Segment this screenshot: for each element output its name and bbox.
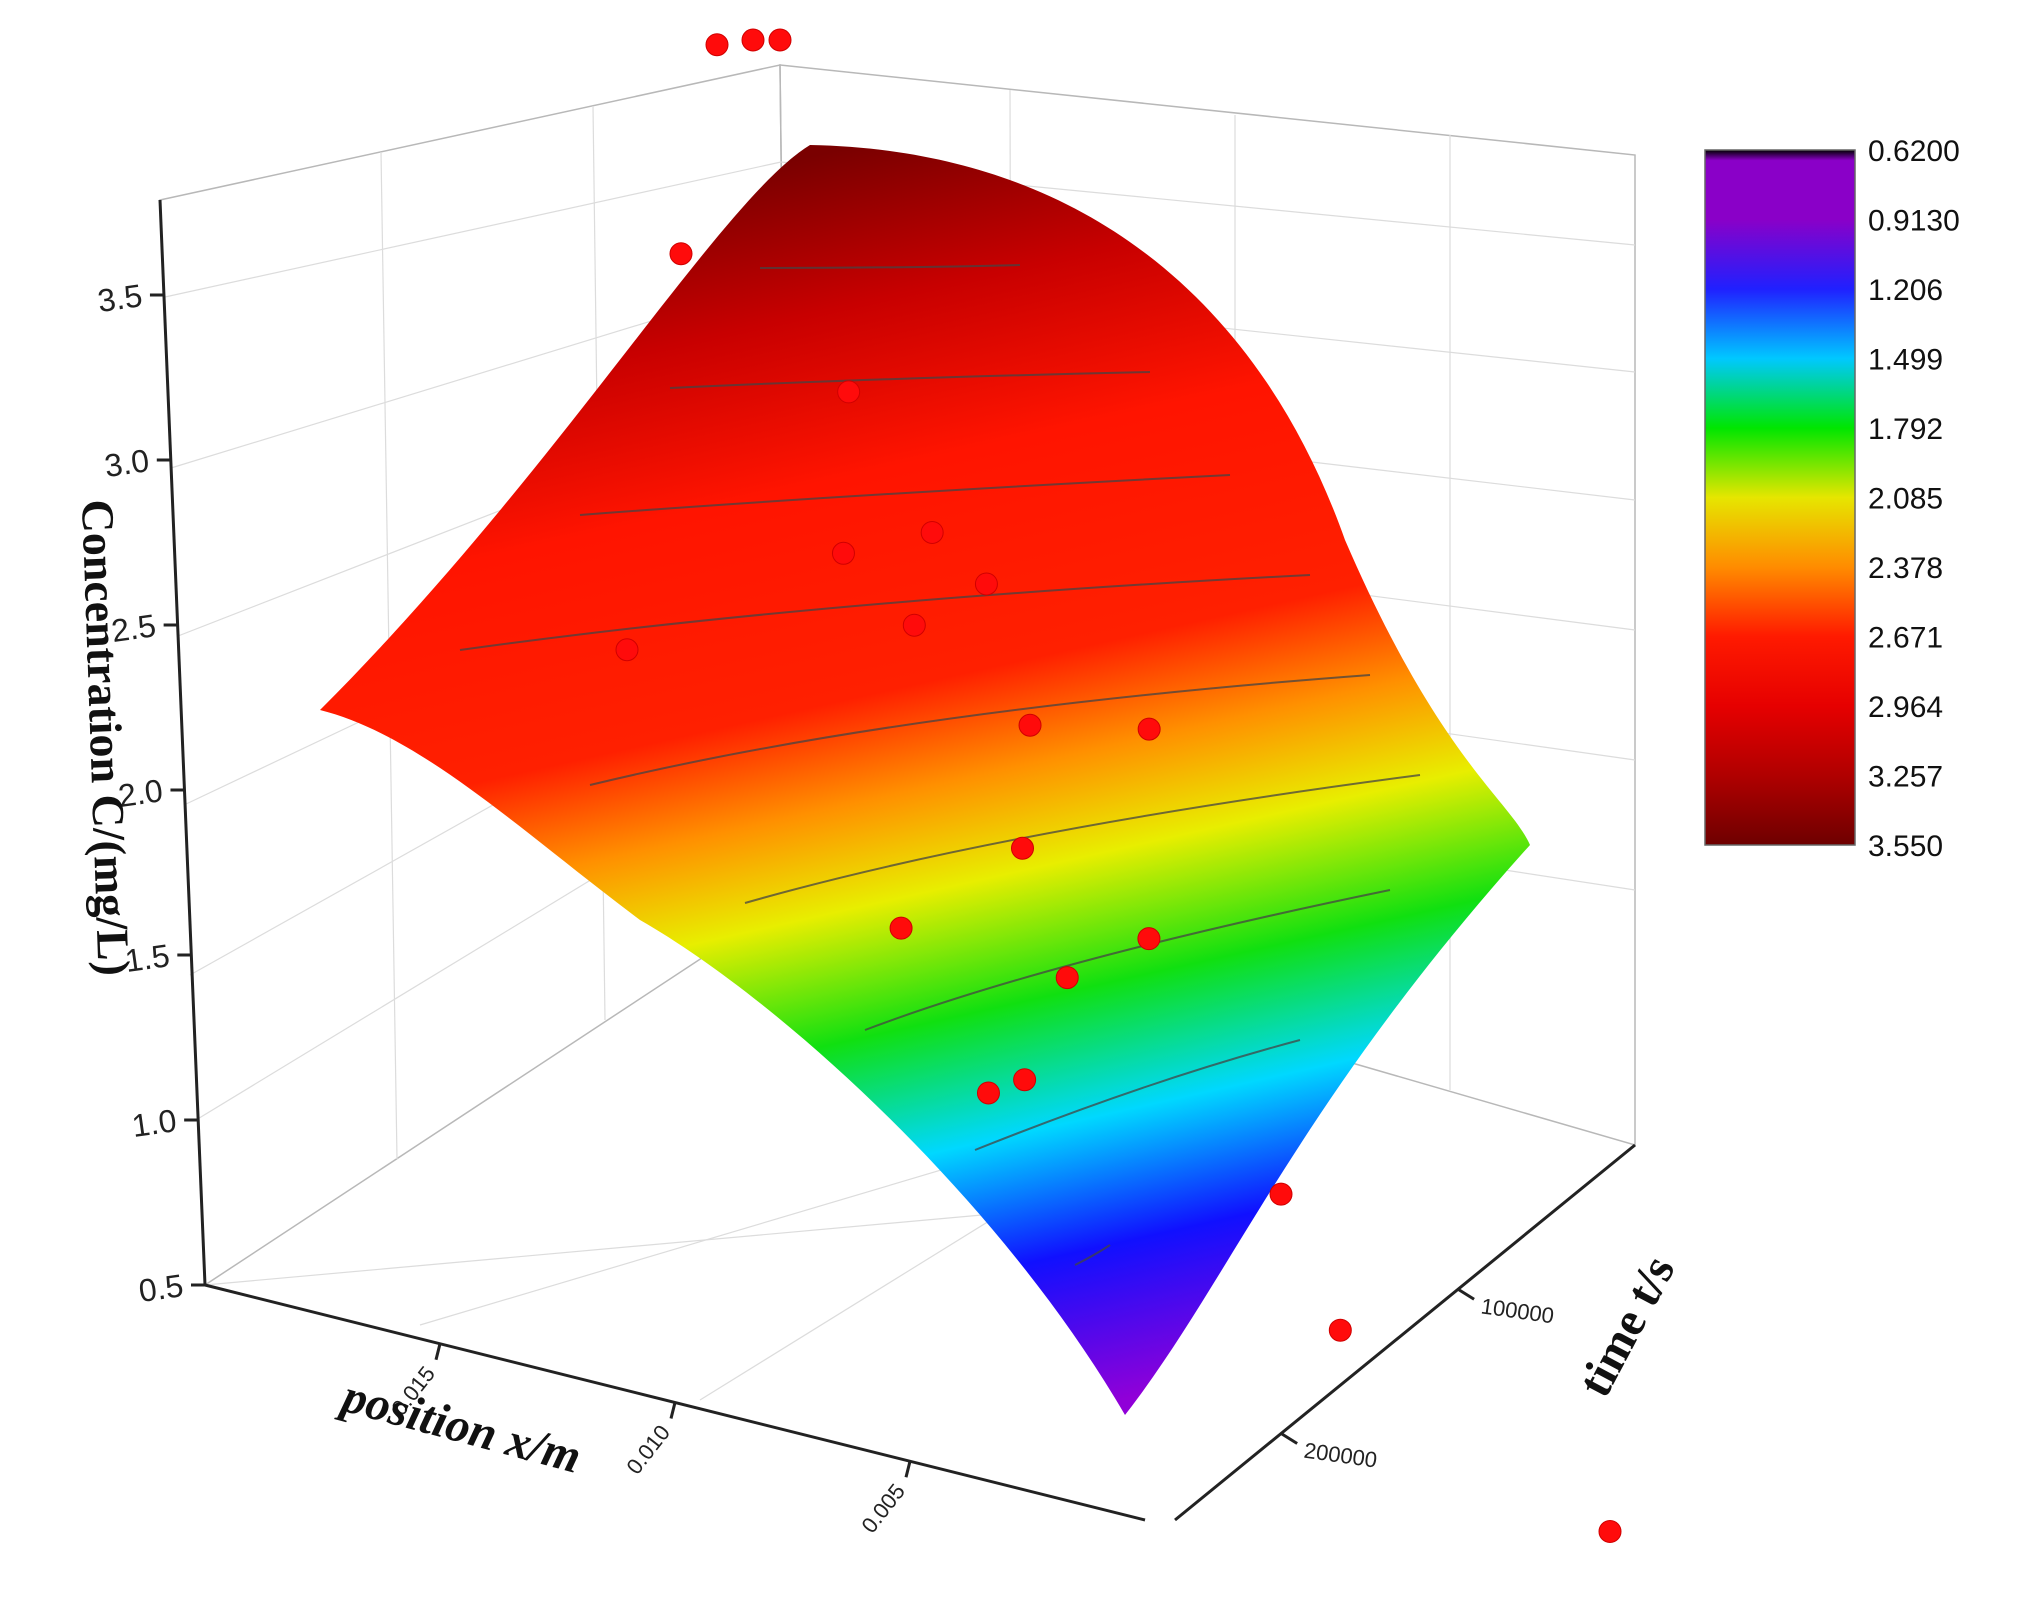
scatter-point [976, 1081, 1000, 1105]
z-tick-label: 1.0 [130, 1102, 179, 1144]
z-tick-label: 2.0 [116, 772, 165, 814]
colorbar-label: 2.964 [1868, 691, 1943, 724]
scatter-point [1018, 713, 1042, 737]
t-tick-mark [1280, 1432, 1298, 1445]
z-tick-label: 3.0 [102, 442, 151, 484]
x-tick-label: 0.005 [856, 1479, 910, 1538]
z-axis-line [158, 199, 207, 1286]
z-axis-title: Concentration C/(mg/L) [72, 499, 140, 977]
x-tick-mark [434, 1343, 442, 1361]
z-tick-label: 2.5 [109, 607, 158, 649]
colorbar-label: 2.378 [1868, 552, 1943, 585]
scatter-point [741, 28, 765, 52]
scatter-point [974, 572, 998, 596]
x-tick-label: 0.010 [621, 1420, 675, 1479]
z-tick-label: 0.5 [136, 1267, 185, 1309]
colorbar-label: 1.499 [1868, 344, 1943, 377]
t-tick-label: 200000 [1302, 1438, 1378, 1473]
scatter-point [705, 33, 729, 57]
t-tick-mark [1457, 1287, 1475, 1301]
scatter-point [1055, 966, 1079, 990]
t-tick-label: 100000 [1479, 1293, 1555, 1328]
t-axis-title: time t/s [1568, 1247, 1686, 1405]
scatter-point [902, 613, 926, 637]
colorbar-label: 2.085 [1868, 483, 1943, 516]
scatter-point [1137, 717, 1161, 741]
colorbar: 0.6200 0.9130 1.206 1.499 1.792 2.085 2.378 2.6… [1704, 135, 1960, 863]
colorbar-label: 1.792 [1868, 413, 1943, 446]
scatter-point [1328, 1318, 1352, 1342]
t-axis-line [1174, 1143, 1636, 1522]
surface-contours [459, 264, 1421, 1266]
scatter-point [837, 380, 861, 404]
x-tick-mark [904, 1460, 912, 1478]
scatter-point [920, 520, 944, 544]
t-axis-ticks: 100000 200000 [1280, 1287, 1556, 1473]
colorbar-label: 0.9130 [1868, 205, 1960, 238]
z-axis-ticks: 0.5 1.0 1.5 2.0 2.5 3.0 3.5 [95, 277, 205, 1309]
scatter-point [615, 638, 639, 662]
x-tick-mark [669, 1402, 677, 1419]
colorbar-gradient [1704, 149, 1856, 846]
scatter-point [1269, 1182, 1293, 1206]
colorbar-label: 0.6200 [1868, 135, 1960, 168]
scatter-point [831, 541, 855, 565]
scatter-point [1598, 1520, 1622, 1543]
surface [320, 145, 1530, 1415]
colorbar-label: 1.206 [1868, 274, 1943, 307]
scatter-point [1013, 1068, 1037, 1092]
scatter-point [889, 916, 913, 940]
scatter-point [1011, 836, 1034, 860]
scatter-point [1137, 927, 1161, 951]
colorbar-label: 3.550 [1868, 830, 1943, 863]
x-axis-title: position x/m [333, 1368, 586, 1483]
colorbar-label: 2.671 [1868, 622, 1943, 655]
scatter-point [669, 242, 693, 266]
colorbar-label: 3.257 [1868, 761, 1943, 794]
z-tick-label: 1.5 [123, 937, 172, 979]
z-tick-label: 3.5 [95, 277, 144, 319]
scatter-series [615, 28, 1622, 1543]
surface-patch [320, 145, 1530, 1415]
colorbar-labels: 0.6200 0.9130 1.206 1.499 1.792 2.085 2.378 2.6… [1868, 135, 1960, 863]
scatter-point [768, 28, 792, 52]
